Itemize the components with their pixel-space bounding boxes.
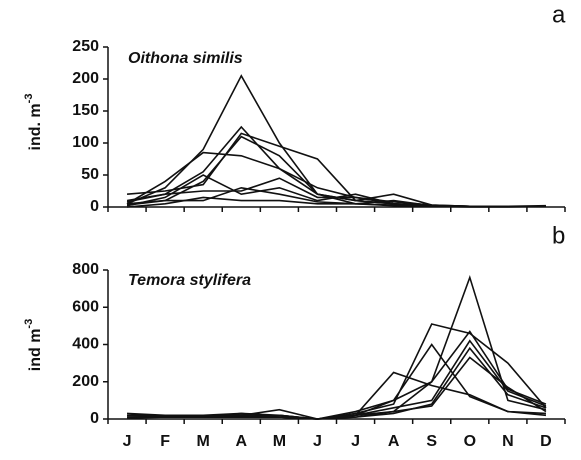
y-axis-label-sup: -3 <box>23 319 35 329</box>
y-tick-label: 600 <box>72 298 99 315</box>
y-axis-label: ind m-3 <box>23 319 44 371</box>
series-line <box>127 343 546 420</box>
y-tick-label: 800 <box>72 261 99 278</box>
panel-label: b <box>552 222 565 249</box>
series-line <box>126 125 546 208</box>
x-tick-label: O <box>464 433 476 450</box>
x-tick-label: N <box>502 433 514 450</box>
series-line <box>127 371 547 420</box>
series-line <box>127 323 547 420</box>
x-tick-label: S <box>426 433 437 450</box>
y-tick-label: 200 <box>72 373 99 390</box>
y-tick-label: 200 <box>72 70 99 87</box>
y-tick-label: 150 <box>72 102 99 119</box>
panel-title: Oithona similis <box>128 50 243 67</box>
y-tick-label: 0 <box>90 198 99 215</box>
x-tick-label: J <box>313 433 322 450</box>
series-line <box>127 274 547 420</box>
y-tick-label: 250 <box>72 38 99 55</box>
y-axis-label-main: ind m <box>27 329 44 372</box>
series-line <box>126 196 546 208</box>
x-tick-label: J <box>123 433 132 450</box>
x-tick-label: A <box>236 433 248 450</box>
y-tick-label: 0 <box>90 410 99 427</box>
x-tick-label: D <box>540 433 552 450</box>
series-line <box>127 356 547 420</box>
y-axis-label-main: ind. m <box>27 103 44 150</box>
panel-title: Temora stylifera <box>128 272 251 289</box>
x-tick-label: J <box>351 433 360 450</box>
x-tick-label: M <box>273 433 286 450</box>
y-tick-label: 100 <box>72 134 99 151</box>
y-tick-label: 400 <box>72 336 99 353</box>
y-axis-label-sup: -3 <box>23 94 35 104</box>
series-line <box>126 135 546 208</box>
x-tick-label: A <box>388 433 400 450</box>
series-line <box>126 132 546 208</box>
y-tick-label: 50 <box>81 166 99 183</box>
x-tick-label: F <box>160 433 170 450</box>
panel-label: a <box>552 1 566 28</box>
x-tick-label: M <box>197 433 210 450</box>
y-axis-label: ind. m-3 <box>23 94 44 151</box>
